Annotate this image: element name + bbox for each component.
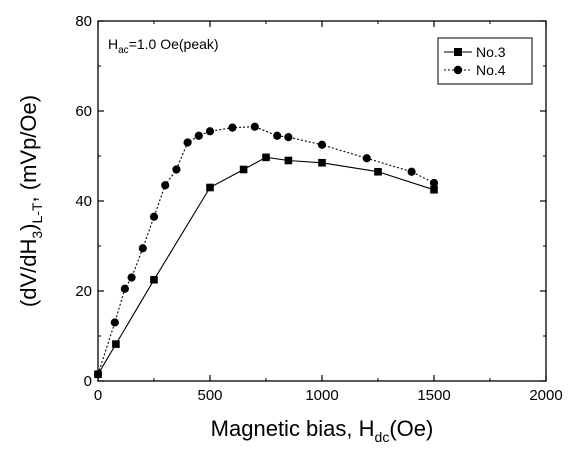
series-line xyxy=(97,156,435,375)
data-point-circle xyxy=(93,370,103,379)
y-tick-label: 80 xyxy=(75,13,92,30)
legend-marker-square xyxy=(454,48,462,56)
legend-entry-no4: No.4 xyxy=(444,62,506,78)
data-point-circle xyxy=(362,154,371,163)
y-tick-label: 0 xyxy=(84,373,92,390)
data-point-square xyxy=(206,183,214,192)
y-tick-label: 20 xyxy=(75,283,92,300)
data-point-square xyxy=(430,185,438,194)
axis-tick-labels: 0 500 1000 1500 2000 0 20 40 60 80 xyxy=(75,13,562,404)
x-tick-label: 0 xyxy=(94,387,102,404)
legend-label-no3: No.3 xyxy=(476,44,506,60)
data-point-circle xyxy=(194,131,203,140)
series-line xyxy=(97,126,435,375)
x-tick-label: 500 xyxy=(197,387,222,404)
data-point-circle xyxy=(149,212,159,221)
data-point-circle xyxy=(407,167,416,176)
x-tick-label: 1000 xyxy=(305,387,338,404)
legend-marker-circle xyxy=(453,65,463,75)
data-point-square xyxy=(150,275,158,284)
data-point-circle xyxy=(317,140,327,149)
legend-entry-no3: No.3 xyxy=(444,44,506,60)
data-point-circle xyxy=(284,133,293,142)
data-point-circle xyxy=(250,122,259,131)
axis-ticks xyxy=(97,20,547,382)
data-point-square xyxy=(262,153,270,162)
y-tick-label: 60 xyxy=(75,103,92,120)
data-point-circle xyxy=(127,273,136,282)
data-point-circle xyxy=(120,284,129,293)
series-no4 xyxy=(93,122,439,379)
x-tick-label: 2000 xyxy=(529,387,562,404)
series-no3 xyxy=(94,153,438,379)
legend: No.3 No.4 xyxy=(437,37,533,85)
data-point-square xyxy=(318,158,326,167)
data-point-circle xyxy=(228,123,237,132)
legend-box xyxy=(437,37,533,85)
annotation: Hac=1.0 Oe(peak) xyxy=(108,36,219,56)
x-axis-title: Magnetic bias, Hdc(Oe) xyxy=(211,416,434,445)
y-axis-title: (dV/dH3)L-T, (mVp/Oe) xyxy=(16,95,45,307)
legend-label-no4: No.4 xyxy=(476,62,506,78)
data-point-circle xyxy=(161,181,170,190)
x-tick-label: 1500 xyxy=(417,387,450,404)
data-point-square xyxy=(112,340,120,348)
data-point-square xyxy=(284,156,293,165)
y-tick-label: 40 xyxy=(75,193,92,210)
data-point-square xyxy=(374,167,382,176)
data-point-circle xyxy=(205,127,215,136)
data-point-circle xyxy=(429,178,439,188)
series-layer xyxy=(93,122,439,379)
data-point-circle xyxy=(273,131,282,140)
data-point-circle xyxy=(183,138,192,147)
data-point-square xyxy=(239,165,248,174)
data-point-circle xyxy=(172,165,181,174)
data-point-circle xyxy=(138,244,147,253)
data-point-circle xyxy=(110,318,119,327)
